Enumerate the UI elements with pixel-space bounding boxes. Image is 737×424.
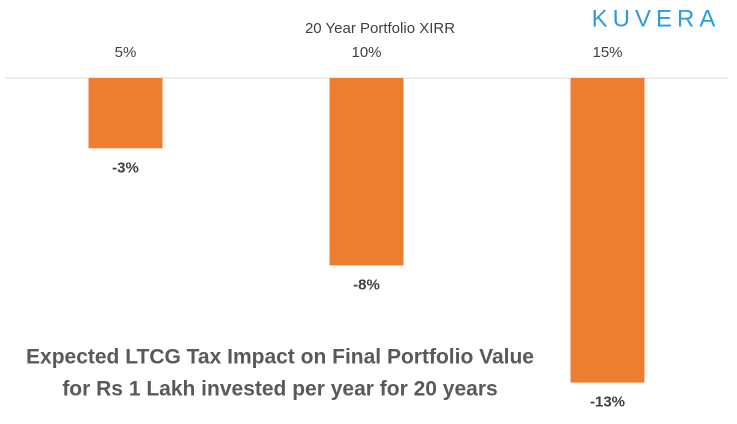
- x-tick-label: 5%: [115, 44, 137, 61]
- data-label: -8%: [353, 276, 380, 293]
- x-tick-label: 15%: [592, 44, 622, 61]
- data-label: -13%: [590, 394, 625, 411]
- bar: [329, 78, 404, 266]
- chart-title: Expected LTCG Tax Impact on Final Portfo…: [26, 346, 534, 369]
- x-tick-label: 10%: [351, 44, 381, 61]
- chart-title: for Rs 1 Lakh invested per year for 20 y…: [62, 378, 497, 401]
- x-axis-title: 20 Year Portfolio XIRR: [305, 20, 455, 37]
- logo: KUVERA: [592, 5, 721, 32]
- bar: [88, 78, 163, 149]
- bar: [570, 78, 645, 383]
- data-label: -3%: [112, 159, 139, 176]
